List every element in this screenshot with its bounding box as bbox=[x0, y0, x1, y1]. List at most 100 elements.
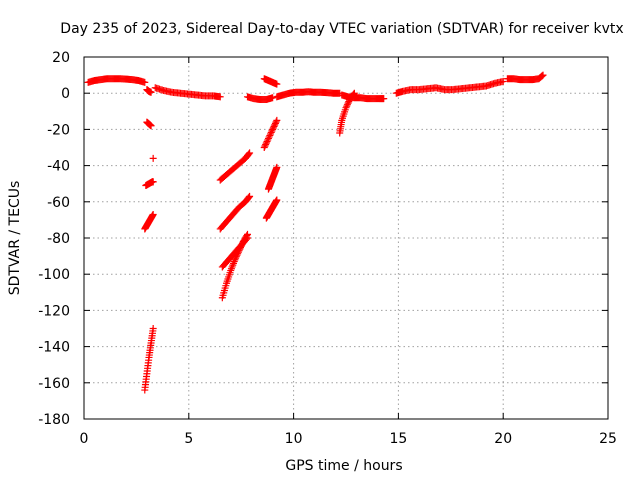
series-sat-b bbox=[143, 86, 155, 96]
series-sat-a bbox=[84, 75, 149, 86]
data-point bbox=[265, 133, 273, 141]
series-sat-o bbox=[141, 325, 157, 394]
data-point bbox=[267, 130, 275, 138]
x-tick-label: 15 bbox=[389, 431, 407, 447]
series-sat-t bbox=[260, 116, 281, 151]
grid-lines bbox=[84, 57, 608, 419]
data-point bbox=[235, 247, 243, 255]
series-sat-f bbox=[338, 91, 388, 103]
data-point bbox=[270, 122, 278, 130]
y-tick-label: -160 bbox=[38, 376, 70, 392]
data-point bbox=[243, 232, 251, 240]
data-point bbox=[262, 140, 270, 148]
y-tick-label: -180 bbox=[38, 412, 70, 428]
data-point bbox=[261, 142, 269, 150]
series-sat-d bbox=[243, 93, 277, 104]
x-axis-label: GPS time / hours bbox=[285, 458, 402, 474]
data-point bbox=[141, 78, 149, 86]
data-point bbox=[149, 154, 157, 162]
data-point bbox=[273, 116, 281, 124]
y-tick-label: -20 bbox=[47, 122, 70, 138]
data-point bbox=[538, 72, 546, 80]
x-tick-label: 0 bbox=[80, 431, 89, 447]
data-point bbox=[246, 192, 254, 200]
series-sat-v bbox=[262, 196, 281, 222]
data-point bbox=[538, 72, 546, 80]
data-point bbox=[343, 102, 351, 110]
data-point bbox=[269, 125, 277, 133]
data-point bbox=[264, 136, 272, 144]
data-point bbox=[237, 242, 245, 250]
data-point bbox=[350, 90, 358, 98]
series-sat-j bbox=[260, 75, 281, 88]
data-point bbox=[234, 250, 242, 258]
y-tick-label: -80 bbox=[47, 231, 70, 247]
series-sat-k bbox=[143, 118, 155, 130]
data-point bbox=[245, 193, 253, 201]
y-tick-label: -120 bbox=[38, 303, 70, 319]
data-point bbox=[246, 149, 254, 157]
data-point bbox=[232, 254, 240, 262]
series-sat-s bbox=[218, 230, 251, 302]
x-tick-label: 10 bbox=[285, 431, 303, 447]
x-tick-label: 20 bbox=[494, 431, 512, 447]
series-sat-m bbox=[142, 178, 157, 190]
data-point bbox=[273, 196, 281, 204]
data-point bbox=[269, 94, 277, 102]
series-sat-i bbox=[503, 71, 547, 84]
data-point bbox=[231, 256, 239, 264]
data-point bbox=[238, 241, 246, 249]
data-point bbox=[271, 121, 279, 129]
data-point bbox=[273, 163, 281, 171]
data-point bbox=[350, 89, 358, 97]
data-point bbox=[237, 244, 245, 252]
data-point bbox=[342, 104, 350, 112]
data-point bbox=[147, 88, 155, 96]
y-tick-label: -60 bbox=[47, 195, 70, 211]
series-sat-g bbox=[336, 89, 358, 137]
data-point bbox=[243, 230, 251, 238]
data-point bbox=[272, 118, 280, 126]
y-tick-label: -100 bbox=[38, 267, 70, 283]
data-point bbox=[149, 178, 157, 186]
series-sat-l bbox=[149, 154, 157, 162]
chart-title: Day 235 of 2023, Sidereal Day-to-day VTE… bbox=[60, 21, 623, 37]
data-point bbox=[149, 325, 157, 332]
series-sat-n bbox=[141, 210, 157, 233]
data-point bbox=[380, 95, 388, 103]
data-point bbox=[267, 128, 275, 136]
data-point bbox=[268, 127, 276, 135]
data-point bbox=[269, 124, 277, 132]
data-point bbox=[233, 251, 241, 259]
data-marks bbox=[84, 71, 547, 394]
series-sat-p bbox=[216, 149, 254, 184]
y-tick-label: 20 bbox=[52, 50, 70, 66]
data-point bbox=[263, 137, 271, 145]
y-tick-label: -140 bbox=[38, 340, 70, 356]
x-tick-label: 5 bbox=[184, 431, 193, 447]
data-point bbox=[234, 248, 242, 256]
data-point bbox=[262, 139, 270, 147]
axis-ticks: 0 5 10 15 20 25 20 0 -20 -40 -60 -80 -100 -120 -140 -16… bbox=[38, 50, 617, 447]
x-tick-label: 25 bbox=[599, 431, 617, 447]
data-point bbox=[232, 253, 240, 261]
data-point bbox=[260, 144, 268, 151]
y-axis-label: SDTVAR / TECUs bbox=[7, 181, 23, 296]
series-sat-q bbox=[216, 192, 254, 233]
data-point bbox=[343, 101, 351, 109]
data-point bbox=[344, 99, 352, 107]
data-point bbox=[245, 150, 253, 158]
data-point bbox=[273, 80, 281, 88]
y-tick-label: 0 bbox=[61, 86, 70, 102]
data-point bbox=[345, 98, 353, 106]
y-tick-label: -40 bbox=[47, 159, 70, 175]
series-sat-e bbox=[273, 88, 344, 101]
data-point bbox=[236, 245, 244, 253]
series-sat-u bbox=[264, 163, 281, 193]
data-point bbox=[499, 77, 507, 85]
series-sat-c bbox=[151, 84, 224, 101]
data-point bbox=[266, 131, 274, 139]
data-point bbox=[539, 71, 547, 79]
data-point bbox=[271, 119, 279, 127]
